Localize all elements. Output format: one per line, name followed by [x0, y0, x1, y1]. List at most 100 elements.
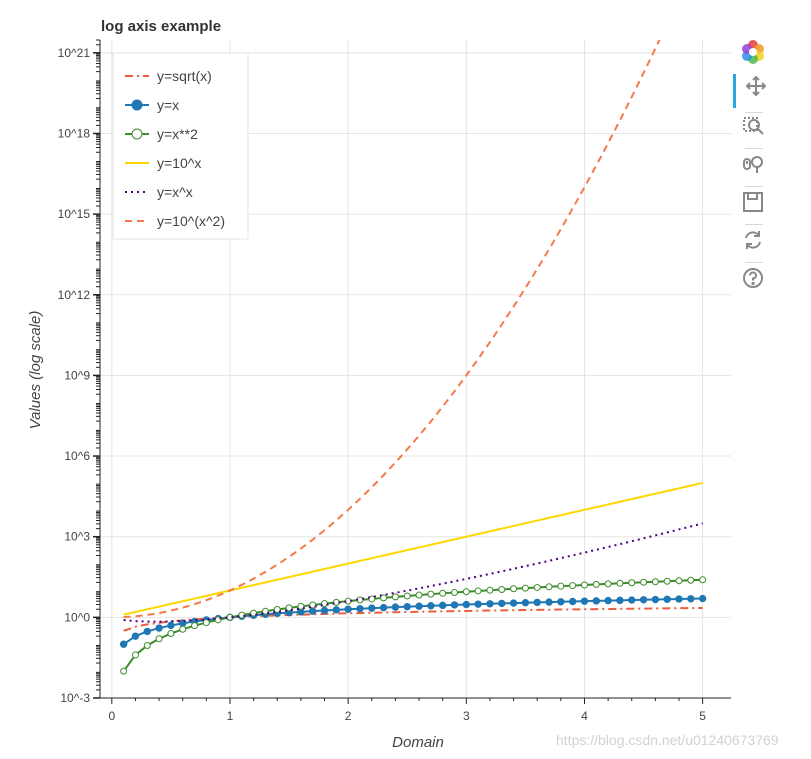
y-tick-label: 10^-3 — [60, 691, 90, 705]
data-point-x-2 — [651, 578, 659, 586]
axes: 0 1 2 3 4 5 10^-3 10^0 10^3 10^6 10^9 10^12 10^15 10^… — [58, 39, 731, 723]
data-point-x-2 — [462, 588, 470, 596]
wheel-zoom-icon[interactable] — [733, 152, 773, 186]
data-point-x — [616, 596, 624, 605]
data-point-x-2 — [533, 583, 541, 591]
data-point-x-2 — [439, 589, 447, 597]
series-line-10-x — [123, 481, 703, 616]
data-point-x-2 — [120, 667, 128, 675]
data-point-x — [592, 597, 600, 605]
data-point-x-2 — [616, 579, 624, 587]
x-axis-label: Domain — [392, 734, 444, 751]
data-point-x-2 — [285, 604, 293, 612]
data-point-x — [521, 599, 530, 607]
data-point-x-2 — [273, 605, 281, 613]
data-point-x-2 — [391, 593, 399, 601]
box-zoom-icon[interactable] — [733, 114, 773, 148]
series-line-x-2 — [122, 578, 703, 672]
chart-title: log axis example — [101, 18, 221, 35]
plot-series — [119, 40, 707, 675]
data-point-x-2 — [604, 580, 612, 588]
legend-marker — [131, 128, 143, 140]
data-point-x — [320, 606, 329, 615]
data-point-x-2 — [297, 602, 305, 610]
bokeh-logo-icon[interactable] — [733, 38, 773, 72]
data-point-x-2 — [663, 577, 671, 585]
data-point-x — [403, 602, 411, 611]
data-point-x — [379, 603, 388, 612]
data-point-x — [427, 602, 435, 610]
data-point-x — [155, 624, 163, 632]
data-point-x-2 — [250, 609, 258, 617]
data-point-x-2 — [450, 588, 458, 596]
data-point-x — [639, 596, 648, 604]
data-point-x — [474, 600, 482, 608]
data-point-x-2 — [415, 591, 423, 599]
data-point-x-2 — [131, 651, 139, 659]
legend-label: y=x^x — [157, 184, 193, 200]
data-point-x-2 — [427, 590, 435, 598]
data-point-x — [332, 606, 341, 614]
data-point-x-2 — [309, 601, 317, 609]
legend-label: y=x — [157, 97, 179, 113]
y-tick-label: 10^21 — [58, 46, 91, 60]
legend-label: y=10^x — [157, 155, 201, 171]
data-point-x-2 — [569, 582, 577, 590]
data-point-x-2 — [640, 578, 648, 586]
data-point-x-2 — [143, 641, 151, 649]
y-axis-label: Values (log scale) — [27, 311, 44, 430]
data-point-x-2 — [521, 584, 529, 592]
data-point-x-2 — [628, 579, 636, 587]
data-point-x — [509, 599, 518, 607]
x-tick-label: 3 — [463, 709, 470, 723]
data-point-x — [604, 596, 612, 605]
data-point-x — [344, 605, 352, 613]
save-icon[interactable] — [733, 190, 773, 224]
x-tick-label: 2 — [345, 709, 352, 723]
data-point-x-2 — [510, 585, 518, 593]
data-point-x — [119, 640, 128, 648]
data-point-x — [628, 596, 636, 604]
y-tick-label: 10^9 — [64, 368, 90, 382]
data-point-x-2 — [545, 583, 553, 591]
data-point-x-2 — [486, 586, 494, 594]
data-point-x-2 — [474, 587, 482, 595]
data-point-x — [675, 595, 683, 603]
data-point-x — [663, 595, 671, 603]
y-tick-label: 10^15 — [58, 207, 91, 221]
data-point-x-2 — [498, 585, 506, 593]
data-point-x-2 — [403, 592, 411, 600]
data-point-x-2 — [261, 607, 269, 615]
data-point-x-2 — [368, 595, 376, 603]
data-point-x — [308, 607, 317, 615]
legend-marker — [131, 99, 143, 111]
data-point-x-2 — [202, 619, 210, 627]
x-tick-label: 1 — [227, 709, 234, 723]
help-icon[interactable] — [733, 266, 773, 300]
data-point-x-2 — [380, 594, 388, 602]
reset-icon[interactable] — [733, 228, 773, 262]
pan-icon[interactable] — [733, 74, 776, 108]
x-tick-label: 5 — [699, 709, 706, 723]
data-point-x — [651, 595, 660, 604]
x-tick-label: 0 — [108, 709, 115, 723]
y-tick-label: 10^18 — [58, 126, 91, 140]
data-point-x-2 — [557, 582, 565, 590]
data-point-x — [438, 601, 447, 610]
data-point-x — [580, 597, 589, 605]
data-point-x-2 — [155, 635, 163, 643]
data-point-x — [687, 595, 695, 603]
data-point-x — [557, 598, 565, 606]
y-tick-label: 10^0 — [64, 610, 90, 624]
data-point-x — [698, 594, 707, 603]
data-point-x-2 — [179, 625, 187, 633]
data-point-x — [131, 632, 140, 640]
legend-label: y=x**2 — [157, 126, 198, 142]
y-tick-label: 10^12 — [58, 288, 91, 302]
data-point-x — [450, 601, 459, 609]
x-tick-label: 4 — [581, 709, 588, 723]
legend: y=sqrt(x) y=x y=x**2 y=10^x y=x^x y=10^(x^2) — [112, 52, 249, 240]
data-point-x — [486, 600, 494, 608]
legend-label: y=sqrt(x) — [157, 68, 212, 84]
